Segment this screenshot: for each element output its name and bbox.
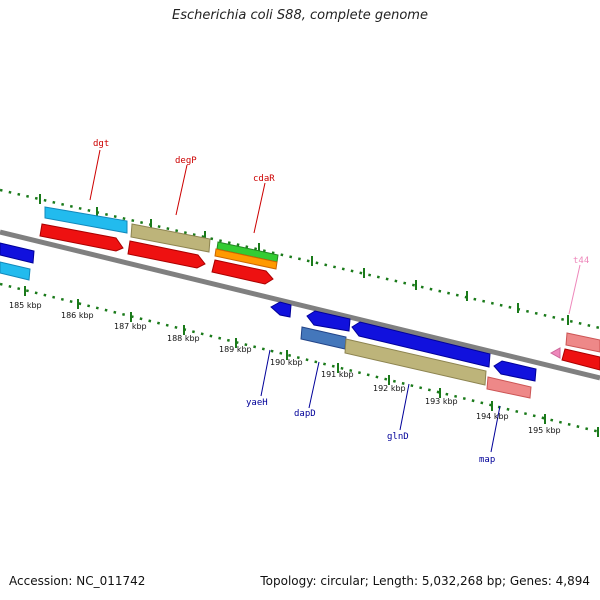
gene-blocks-reverse bbox=[270, 301, 600, 399]
gene-cyan-top bbox=[44, 206, 128, 234]
genome-summary-text: Topology: circular; Length: 5,032,268 bp… bbox=[260, 574, 590, 588]
tick-label: 195 kbp bbox=[528, 426, 561, 435]
upper-scale-dots bbox=[0, 188, 600, 330]
tick-label: 188 kbp bbox=[167, 334, 200, 343]
gene-dapD bbox=[300, 326, 347, 350]
label-dgt: dgt bbox=[93, 139, 109, 149]
label-yaeH: yaeH bbox=[246, 398, 268, 408]
tick-label: 194 kbp bbox=[476, 412, 509, 421]
gene-map bbox=[486, 376, 532, 399]
gene-red-right bbox=[561, 348, 600, 371]
tick-label: 185 kbp bbox=[9, 301, 42, 310]
tick-label: 192 kbp bbox=[373, 384, 406, 393]
gene-glnD bbox=[344, 338, 487, 386]
tick-labels: 185 kbp 186 kbp 187 kbp 188 kbp 189 kbp … bbox=[9, 301, 561, 435]
label-leaders-upper bbox=[89, 149, 266, 234]
tick-label: 193 kbp bbox=[425, 397, 458, 406]
label-map: map bbox=[479, 455, 495, 465]
lower-scale-ticks bbox=[24, 286, 599, 437]
genome-backbone bbox=[0, 229, 600, 381]
label-leaders-lower bbox=[260, 349, 501, 453]
gene-blue-2 bbox=[306, 310, 351, 332]
gene-orange bbox=[214, 248, 278, 270]
gene-cdaR bbox=[211, 259, 274, 285]
gene-degP bbox=[127, 240, 206, 269]
genome-title: Escherichia coli S88, complete genome bbox=[172, 8, 428, 23]
t44-leader bbox=[568, 264, 581, 315]
gene-dgt bbox=[39, 223, 124, 252]
tick-label: 186 kbp bbox=[61, 311, 94, 320]
gene-khaki-1 bbox=[130, 223, 211, 253]
gene-blocks-forward bbox=[0, 206, 279, 285]
gene-salmon-right bbox=[565, 332, 600, 353]
tick-label: 189 kbp bbox=[219, 345, 252, 354]
tick-label: 191 kbp bbox=[321, 370, 354, 379]
gene-blue-left bbox=[0, 242, 35, 264]
gene-blue-3 bbox=[493, 360, 537, 382]
label-glnD: glnD bbox=[387, 432, 409, 442]
accession-text: Accession: NC_011742 bbox=[9, 574, 146, 588]
label-dapD: dapD bbox=[294, 409, 316, 419]
tick-label: 190 kbp bbox=[270, 358, 303, 367]
tick-label: 187 kbp bbox=[114, 322, 147, 331]
gene-yaeH bbox=[270, 301, 292, 318]
gene-blue-long bbox=[351, 321, 491, 368]
label-degP: degP bbox=[175, 156, 197, 166]
label-cdaR: cdaR bbox=[253, 174, 275, 184]
label-t44: t44 bbox=[573, 256, 589, 266]
gene-cyan-left bbox=[0, 261, 31, 281]
gene-t44-pink bbox=[549, 347, 561, 359]
